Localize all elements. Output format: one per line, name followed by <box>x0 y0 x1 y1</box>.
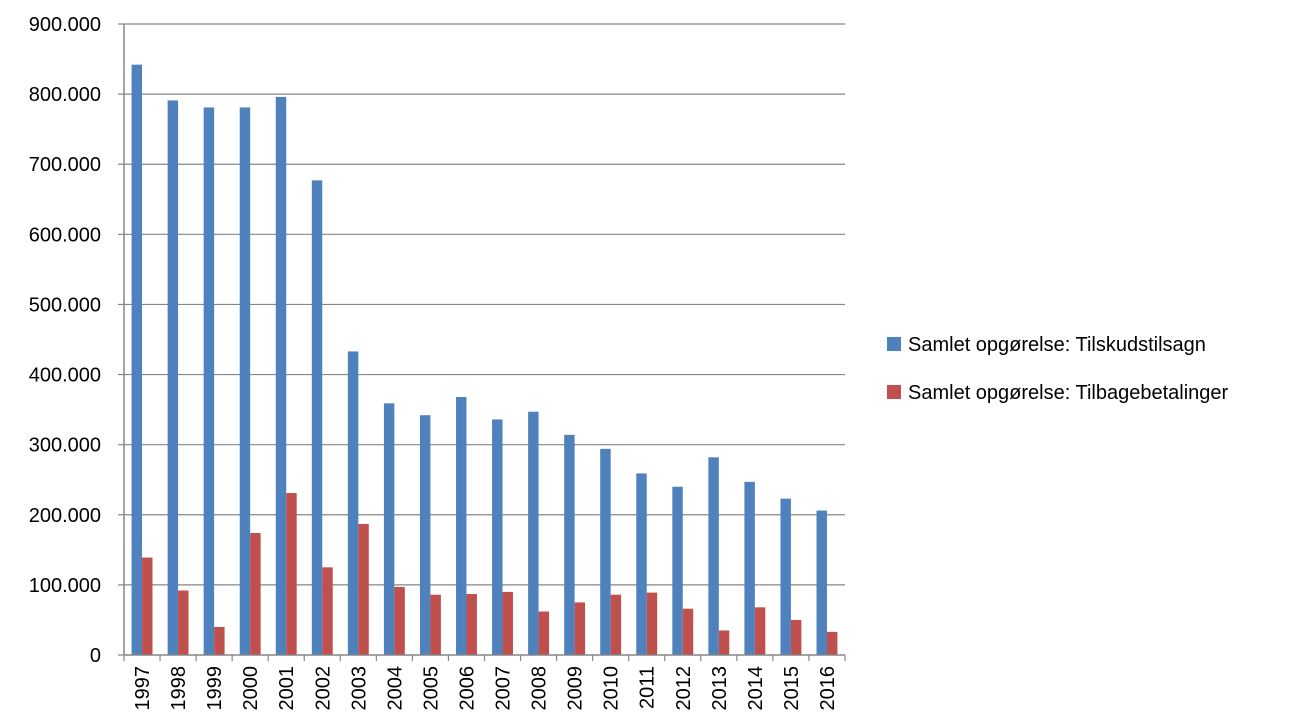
bar-tilbagebetalinger-2009 <box>574 602 586 655</box>
x-tick-label: 2010 <box>601 666 623 711</box>
bar-tilskudstilsagn-2000 <box>239 107 251 655</box>
x-tick-label: 2005 <box>420 666 442 711</box>
x-tick-label: 2002 <box>312 666 334 711</box>
bar-tilbagebetalinger-2013 <box>718 630 730 655</box>
bar-tilskudstilsagn-2002 <box>311 180 323 655</box>
x-tick-label: 1998 <box>168 666 190 711</box>
y-tick-label: 600.000 <box>29 224 101 246</box>
y-tick-label: 900.000 <box>29 14 101 36</box>
x-tick-label: 2000 <box>240 666 262 711</box>
x-tick-label: 1997 <box>132 666 154 711</box>
x-tick-label: 2015 <box>781 666 803 711</box>
bar-tilskudstilsagn-2001 <box>275 96 287 656</box>
legend-label-tilbagebetalinger: Samlet opgørelse: Tilbagebetalinger <box>908 382 1229 404</box>
bar-tilbagebetalinger-2002 <box>322 567 333 655</box>
y-axis-tick-labels: 0 100.000 200.000 300.000 400.000 500.000 600.… <box>29 14 101 667</box>
bar-tilbagebetalinger-2008 <box>538 611 550 655</box>
bar-tilbagebetalinger-2011 <box>646 592 658 655</box>
bar-tilbagebetalinger-2015 <box>790 619 802 655</box>
y-tick-label: 100.000 <box>29 575 101 597</box>
x-tick-label: 1999 <box>204 666 226 711</box>
x-tick-label: 2013 <box>709 666 731 711</box>
bar-tilbagebetalinger-2003 <box>358 523 369 655</box>
bar-tilskudstilsagn-1998 <box>167 100 179 655</box>
bar-tilbagebetalinger-2016 <box>826 631 838 655</box>
bar-tilskudstilsagn-2011 <box>636 473 647 655</box>
bar-tilskudstilsagn-2007 <box>492 419 503 655</box>
y-tick-label: 300.000 <box>29 435 101 457</box>
y-tick-label: 400.000 <box>29 365 101 387</box>
bar-tilbagebetalinger-2014 <box>754 607 766 655</box>
y-tick-label: 0 <box>90 645 101 667</box>
gridlines <box>118 23 845 656</box>
y-tick-label: 200.000 <box>29 505 101 527</box>
bar-tilbagebetalinger-2005 <box>430 594 441 655</box>
y-tick-label: 800.000 <box>29 84 101 106</box>
bar-tilskudstilsagn-2016 <box>816 510 827 655</box>
bar-tilskudstilsagn-1997 <box>131 64 143 656</box>
x-tick-label: 2003 <box>348 666 370 711</box>
bar-tilbagebetalinger-1997 <box>142 557 153 655</box>
bar-tilbagebetalinger-2001 <box>286 493 297 655</box>
legend-swatch-tilbagebetalinger <box>887 385 901 399</box>
x-tick-label: 2011 <box>637 666 659 709</box>
x-tick-label: 2007 <box>493 666 515 711</box>
bar-tilbagebetalinger-2010 <box>610 594 622 655</box>
bar-tilbagebetalinger-2006 <box>466 594 477 655</box>
y-tick-label: 500.000 <box>29 294 101 316</box>
legend: Samlet opgørelse: Tilskudstilsagn Samlet… <box>887 334 1229 404</box>
bar-tilbagebetalinger-1998 <box>178 590 189 655</box>
x-tick-label: 2012 <box>673 666 695 711</box>
x-tick-label: 2009 <box>565 666 587 711</box>
bar-tilbagebetalinger-1999 <box>214 626 225 655</box>
legend-label-tilskudstilsagn: Samlet opgørelse: Tilskudstilsagn <box>908 334 1206 356</box>
bar-tilskudstilsagn-2008 <box>528 411 539 655</box>
x-axis-tick-labels: 1997 1998 1999 2000 2001 2002 2003 2004 2005 2006… <box>132 666 839 711</box>
bar-tilskudstilsagn-2015 <box>780 498 791 655</box>
bar-tilskudstilsagn-2010 <box>600 448 611 655</box>
x-tick-label: 2008 <box>529 666 551 711</box>
bar-tilbagebetalinger-2007 <box>502 591 513 655</box>
bar-tilbagebetalinger-2004 <box>394 586 405 655</box>
bar-tilskudstilsagn-2005 <box>419 415 431 655</box>
bars <box>131 64 838 656</box>
x-tick-label: 2016 <box>817 666 839 711</box>
bar-tilskudstilsagn-2009 <box>564 434 575 655</box>
bar-tilbagebetalinger-2000 <box>250 533 261 655</box>
x-tick-label: 2014 <box>745 666 767 711</box>
bar-tilskudstilsagn-2012 <box>672 486 683 655</box>
bar-tilskudstilsagn-1999 <box>203 107 215 655</box>
y-tick-label: 700.000 <box>29 154 101 176</box>
bar-tilskudstilsagn-2003 <box>347 351 359 655</box>
bar-tilskudstilsagn-2004 <box>383 403 395 655</box>
x-axis-tick-marks <box>123 655 846 661</box>
bar-tilskudstilsagn-2006 <box>456 396 467 655</box>
x-tick-label: 2006 <box>456 666 478 711</box>
bar-tilskudstilsagn-2013 <box>708 457 719 655</box>
legend-swatch-tilskudstilsagn <box>887 337 901 351</box>
x-tick-label: 2004 <box>384 666 406 711</box>
x-tick-label: 2001 <box>276 666 298 711</box>
bar-tilbagebetalinger-2012 <box>682 608 694 655</box>
bar-tilskudstilsagn-2014 <box>744 481 755 655</box>
